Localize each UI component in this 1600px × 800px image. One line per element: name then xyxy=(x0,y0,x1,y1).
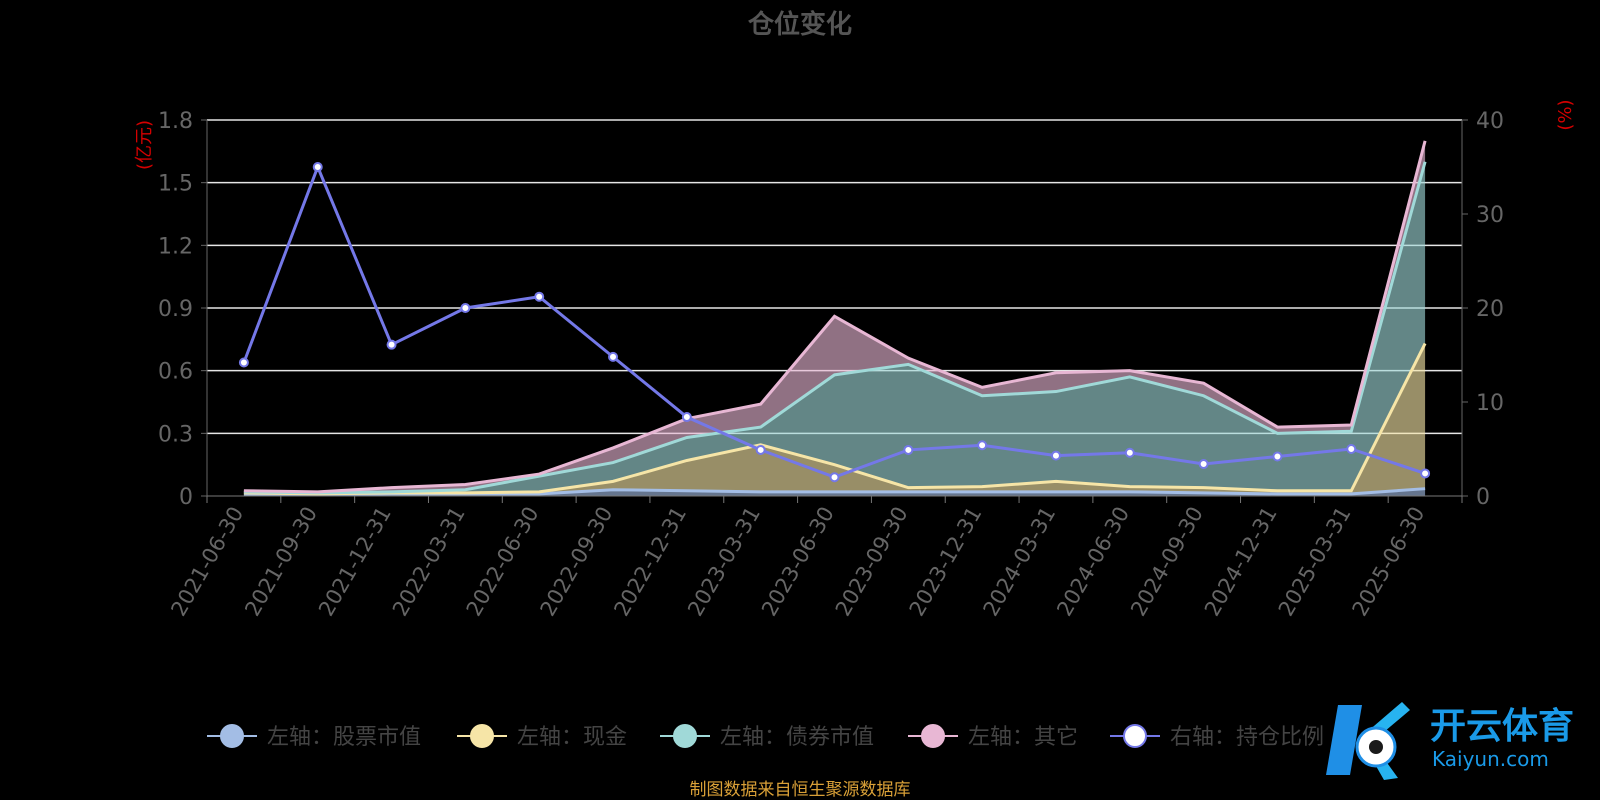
x-axis-tick-label: 2023-06-30 xyxy=(757,503,839,621)
legend-item: 右轴：持仓比例 xyxy=(1110,724,1324,750)
svg-text:Kaiyun.com: Kaiyun.com xyxy=(1432,747,1549,771)
ratio-point xyxy=(312,162,323,172)
x-axis-tick-label: 2024-09-30 xyxy=(1126,503,1208,621)
x-axis-tick-label: 2024-12-31 xyxy=(1200,503,1282,621)
x-axis-tick-label: 2022-09-30 xyxy=(536,503,618,621)
legend-item: 左轴：债券市值 xyxy=(660,724,874,750)
legend-item: 左轴：其它 xyxy=(908,724,1078,750)
x-axis-tick-label: 2024-03-31 xyxy=(978,503,1060,621)
ratio-point xyxy=(1420,468,1431,479)
ratio-line-series xyxy=(238,162,1431,483)
ratio-point xyxy=(903,444,914,455)
x-axis-tick-label: 2022-12-31 xyxy=(609,503,691,621)
left-axis-tick-label: 0.3 xyxy=(158,422,193,447)
ratio-point xyxy=(1050,450,1061,461)
right-axis-tick-label: 30 xyxy=(1476,203,1504,228)
legend-label: 右轴：持仓比例 xyxy=(1170,725,1324,750)
left-axis-tick-label: 0.9 xyxy=(158,297,193,322)
stacked-areas xyxy=(243,140,1427,497)
ratio-point xyxy=(1124,447,1135,458)
left-axis-tick-label: 1.8 xyxy=(158,109,193,134)
ratio-point xyxy=(386,339,397,350)
x-axis-tick-label: 2023-03-31 xyxy=(683,503,765,621)
x-axis-tick-label: 2023-09-30 xyxy=(831,502,913,620)
left-axis-tick-label: 0 xyxy=(179,485,193,510)
ratio-point xyxy=(1272,451,1283,462)
chart-title: 仓位变化 xyxy=(747,9,852,40)
x-axis-tick-label: 2025-03-31 xyxy=(1274,503,1356,621)
x-axis-tick-label: 2022-03-31 xyxy=(388,502,470,620)
x-axis-tick-label: 2022-06-30 xyxy=(462,503,544,621)
right-axis-tick-label: 10 xyxy=(1476,391,1504,416)
left-axis-unit: (亿元) xyxy=(134,120,155,170)
ratio-point xyxy=(829,472,840,483)
left-axis-tick-label: 0.6 xyxy=(158,360,193,385)
right-axis-tick-label: 40 xyxy=(1476,109,1504,134)
ratio-point xyxy=(755,444,766,455)
legend-marker xyxy=(220,724,244,748)
legend-marker xyxy=(470,724,494,748)
ratio-point xyxy=(460,303,471,313)
svg-text:开云体育: 开云体育 xyxy=(1430,706,1574,747)
x-axis-tick-label: 2024-06-30 xyxy=(1052,503,1134,621)
area-top-line xyxy=(243,342,1427,496)
right-axis-unit: (%) xyxy=(1555,99,1576,130)
legend-marker xyxy=(921,724,945,748)
legend-label: 左轴：债券市值 xyxy=(720,725,874,750)
legend-label: 左轴：现金 xyxy=(517,725,627,750)
area-fill xyxy=(243,161,1426,494)
left-axis-tick-label: 1.2 xyxy=(158,234,193,259)
ratio-point xyxy=(534,291,545,302)
area-top-line xyxy=(243,140,1427,494)
x-axis-tick-label: 2021-12-31 xyxy=(314,503,396,621)
data-source-note: 制图数据来自恒生聚源数据库 xyxy=(690,780,911,800)
x-axis-tick-label: 2021-09-30 xyxy=(240,503,322,621)
legend-label: 左轴：其它 xyxy=(968,725,1078,750)
ratio-point xyxy=(1346,444,1357,454)
legend-label: 左轴：股票市值 xyxy=(267,725,421,750)
x-axis-tick-label: 2021-06-30 xyxy=(166,503,248,621)
legend-item: 左轴：现金 xyxy=(457,724,627,750)
x-axis-tick-label: 2025-06-30 xyxy=(1348,503,1430,621)
right-axis-tick-label: 20 xyxy=(1476,297,1504,322)
legend-item: 左轴：股票市值 xyxy=(207,724,421,750)
right-axis-tick-label: 0 xyxy=(1476,485,1490,510)
ratio-point xyxy=(1198,459,1209,470)
x-axis-tick-label: 2023-12-31 xyxy=(905,502,987,620)
area-top-line xyxy=(243,161,1427,495)
left-axis-tick-label: 1.5 xyxy=(158,172,193,197)
legend: 左轴：股票市值 左轴：现金 左轴：债券市值 左轴：其它 右轴：持仓比例 xyxy=(207,724,1324,750)
ratio-point xyxy=(977,440,988,451)
kaiyun-watermark-logo: 开云体育 Kaiyun.com xyxy=(1326,702,1574,780)
ratio-point xyxy=(238,357,249,368)
ratio-point xyxy=(608,351,619,362)
legend-marker xyxy=(1123,724,1147,748)
ratio-point xyxy=(681,412,692,423)
legend-marker xyxy=(673,724,697,748)
